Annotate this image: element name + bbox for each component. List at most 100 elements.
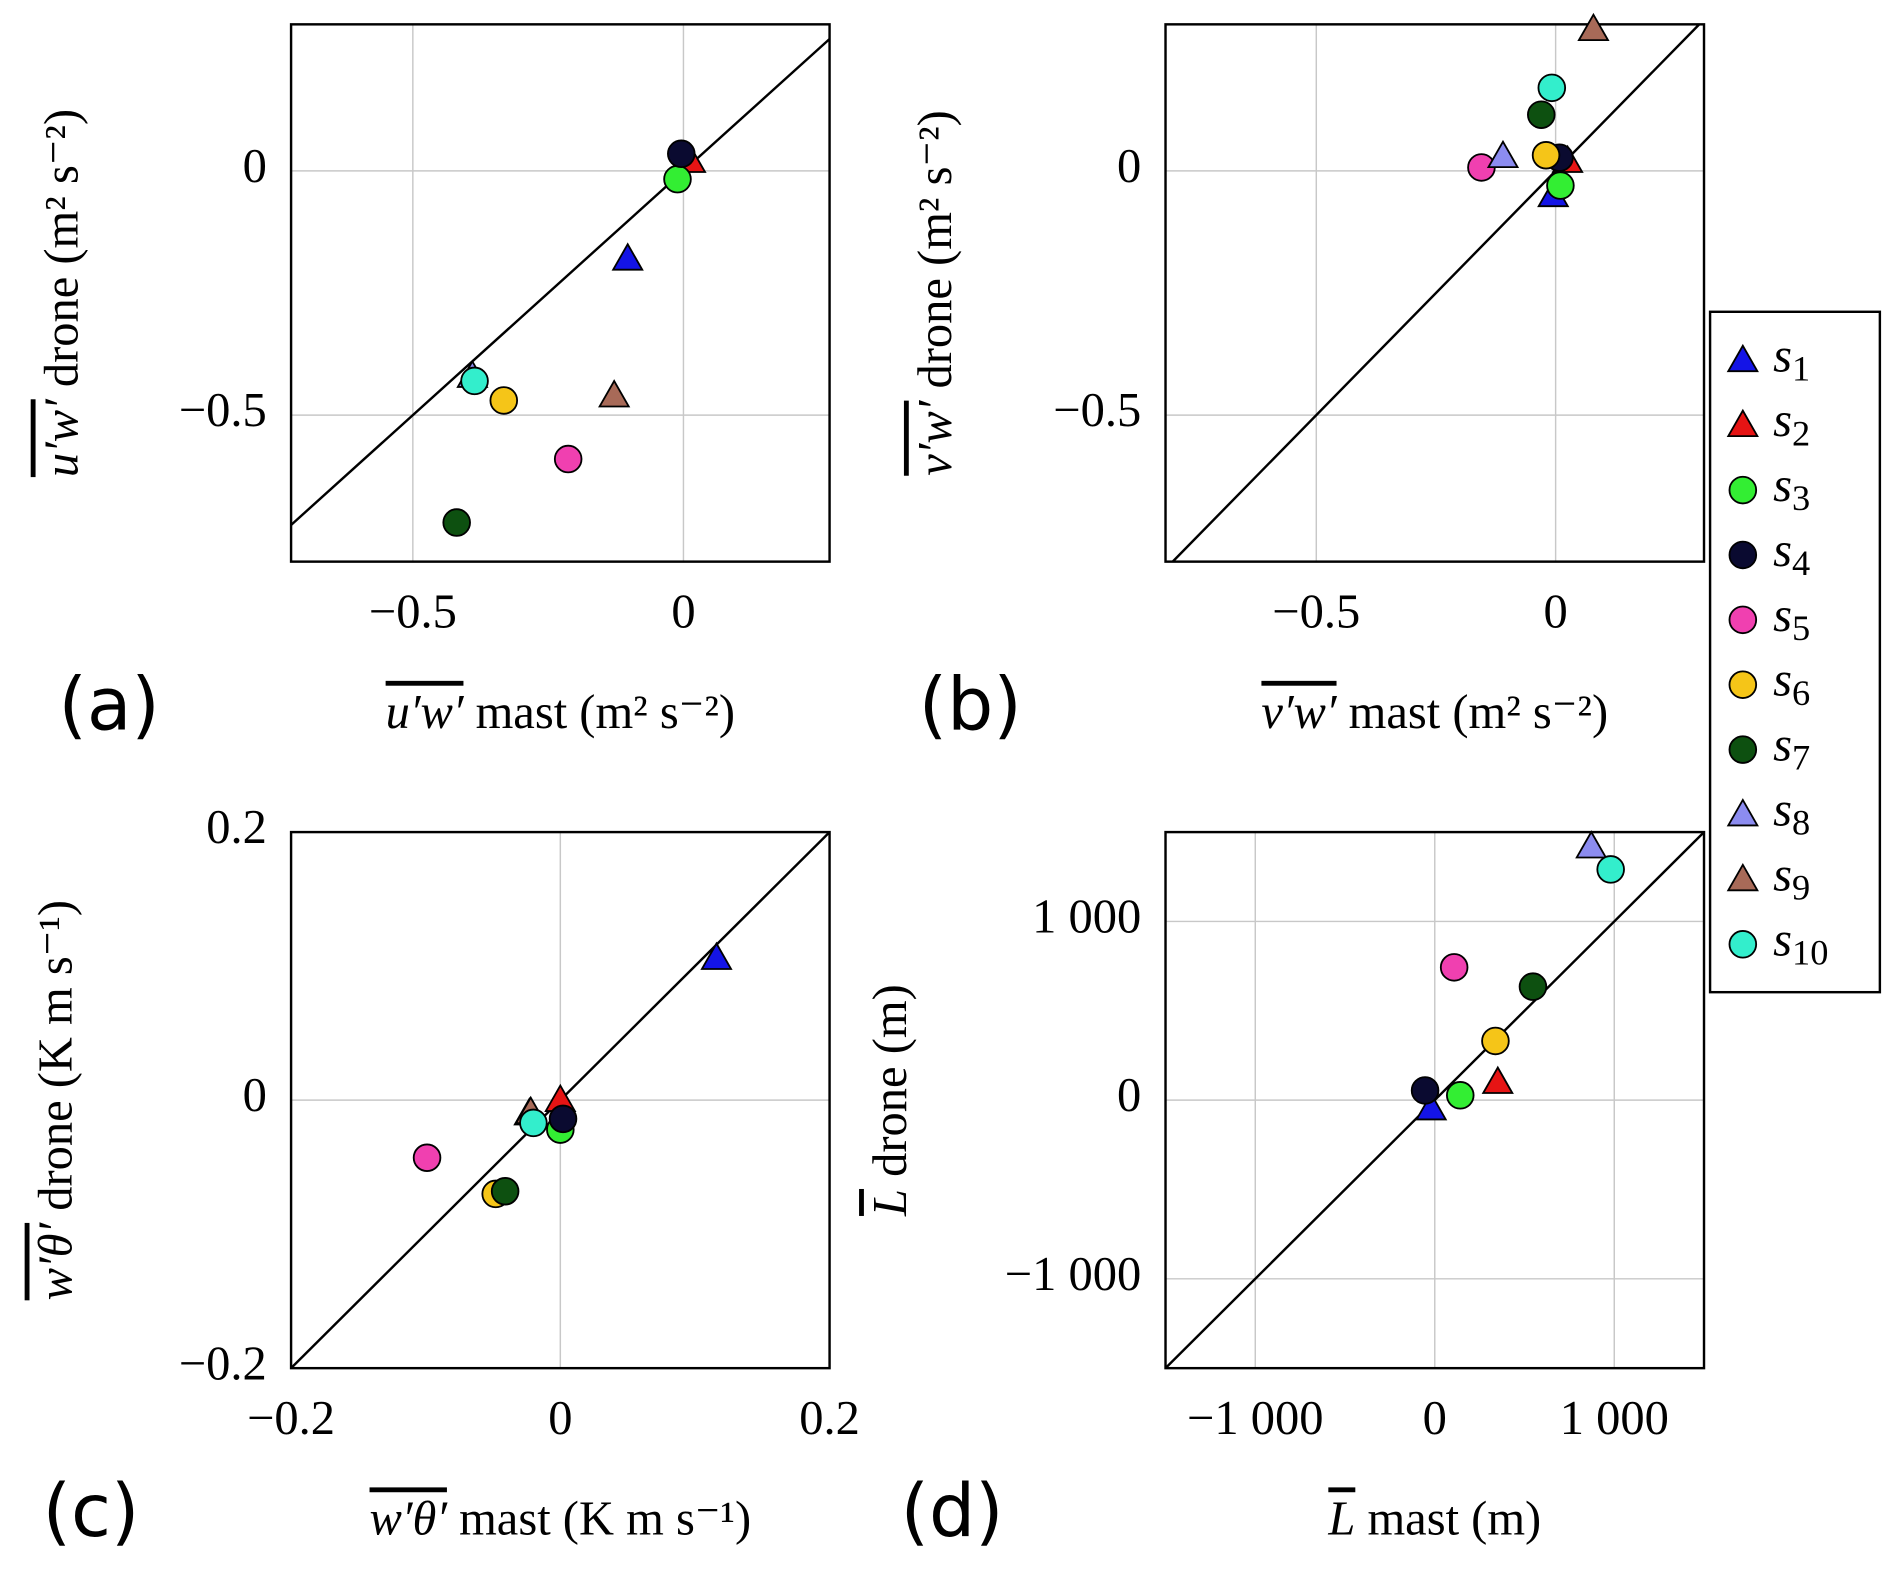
marker bbox=[548, 1104, 578, 1134]
one-to-one-line bbox=[1171, 23, 1701, 563]
axis-symbol: L bbox=[864, 1189, 917, 1217]
legend-subscript: 5 bbox=[1792, 608, 1810, 648]
axis-symbol: w′θ′ bbox=[370, 1493, 449, 1546]
x-tick-label: 0 bbox=[671, 585, 695, 638]
plot-frame bbox=[289, 23, 831, 563]
marker bbox=[1726, 798, 1759, 827]
axis-symbol: u′w′ bbox=[386, 686, 465, 739]
legend-letter: s bbox=[1773, 784, 1792, 837]
legend-subscript: 1 bbox=[1792, 349, 1810, 389]
axis-symbol: u′w′ bbox=[36, 398, 89, 477]
marker bbox=[1728, 605, 1758, 635]
panel: −0.5 0 −0.5 0 bbox=[179, 23, 831, 638]
y-tick-label: 0 bbox=[1117, 1069, 1141, 1122]
y-tick-label: 0 bbox=[243, 140, 267, 193]
axis-symbol: L bbox=[1327, 1493, 1355, 1546]
legend-label: s5 bbox=[1773, 589, 1810, 648]
panel: −0.2 0 0.2 −0.2 0 0.2 bbox=[179, 801, 860, 1445]
legend-subscript: 10 bbox=[1792, 933, 1828, 973]
axis-text: drone (m² s⁻²) bbox=[909, 110, 962, 400]
marker bbox=[1577, 12, 1610, 42]
marker bbox=[1531, 140, 1561, 170]
marker bbox=[1726, 862, 1759, 892]
axis-label: u′w′ drone (m² s⁻²) bbox=[36, 109, 89, 477]
marker bbox=[1596, 855, 1625, 884]
marker bbox=[1728, 735, 1758, 764]
panel: −0.5 0 −0.5 0 bbox=[1053, 12, 1706, 638]
x-tick-label: 1 000 bbox=[1560, 1392, 1669, 1445]
marker bbox=[1486, 139, 1520, 169]
marker bbox=[1728, 475, 1758, 505]
marker bbox=[1410, 1076, 1440, 1105]
y-tick-label: −0.2 bbox=[179, 1337, 267, 1390]
x-tick-label: 0 bbox=[548, 1392, 572, 1445]
legend-letter: s bbox=[1773, 524, 1792, 577]
marker bbox=[1728, 930, 1758, 959]
marker bbox=[412, 1143, 442, 1172]
marker bbox=[1481, 1026, 1510, 1056]
axis-label: w′θ′ drone (K m s⁻¹) bbox=[30, 900, 83, 1300]
axis-text: mast (m² s⁻²) bbox=[1337, 686, 1609, 739]
x-tick-label: −0.5 bbox=[1272, 585, 1360, 638]
axis-label: L mast (m) bbox=[1327, 1493, 1541, 1546]
legend-letter: s bbox=[1773, 394, 1792, 447]
legend-letter: s bbox=[1773, 459, 1792, 512]
marker bbox=[611, 242, 644, 271]
panel-label: (a) bbox=[58, 663, 159, 748]
marker bbox=[1518, 972, 1548, 1001]
axis-text: drone (m² s⁻²) bbox=[36, 109, 89, 399]
axis-symbol: w′θ′ bbox=[30, 1222, 83, 1301]
marker bbox=[1439, 953, 1469, 982]
marker bbox=[490, 1177, 520, 1206]
legend-label: s8 bbox=[1773, 784, 1810, 843]
legend-label: s10 bbox=[1773, 913, 1828, 972]
axis-label: w′θ′ mast (K m s⁻¹) bbox=[370, 1493, 752, 1546]
legend-label: s7 bbox=[1773, 719, 1810, 778]
x-tick-label: 0 bbox=[1423, 1392, 1447, 1445]
panel-label: (b) bbox=[919, 663, 1022, 748]
marker bbox=[553, 444, 583, 474]
panel: −1 000 0 1 000 −1 000 0 1 000 bbox=[1005, 830, 1706, 1445]
marker bbox=[663, 164, 692, 194]
y-tick-label: −1 000 bbox=[1005, 1248, 1141, 1301]
axis-text: drone (K m s⁻¹) bbox=[30, 900, 83, 1223]
x-tick-label: −0.2 bbox=[247, 1392, 335, 1445]
marker bbox=[460, 366, 489, 396]
axis-symbol: v′w′ bbox=[909, 399, 962, 475]
y-tick-label: −0.5 bbox=[179, 384, 267, 437]
legend-label: s2 bbox=[1773, 394, 1810, 453]
legend-letter: s bbox=[1773, 913, 1792, 966]
axis-text: mast (m) bbox=[1355, 1493, 1541, 1546]
panel-label: (c) bbox=[43, 1469, 140, 1554]
marker bbox=[1726, 343, 1759, 373]
axis-text: mast (m² s⁻²) bbox=[463, 686, 735, 739]
axis-label: v′w′ mast (m² s⁻²) bbox=[1261, 686, 1608, 739]
x-tick-label: −1 000 bbox=[1187, 1392, 1323, 1445]
legend-letter: s bbox=[1773, 719, 1792, 772]
legend-letter: s bbox=[1773, 654, 1792, 707]
legend-subscript: 2 bbox=[1792, 414, 1810, 454]
legend-subscript: 9 bbox=[1792, 868, 1810, 908]
marker bbox=[519, 1108, 548, 1138]
legend-subscript: 4 bbox=[1792, 543, 1810, 583]
legend-label: s4 bbox=[1773, 524, 1810, 583]
plot-frame bbox=[289, 830, 831, 1370]
panel-label: (d) bbox=[901, 1469, 1004, 1554]
y-tick-label: 1 000 bbox=[1032, 891, 1141, 944]
axis-symbol: v′w′ bbox=[1261, 686, 1337, 739]
marker bbox=[598, 379, 631, 408]
x-tick-label: 0 bbox=[1544, 585, 1568, 638]
legend-subscript: 3 bbox=[1792, 479, 1810, 519]
marker bbox=[1415, 1092, 1448, 1121]
plot-frame bbox=[1164, 830, 1706, 1370]
legend-label: s6 bbox=[1773, 654, 1810, 713]
legend-subscript: 7 bbox=[1792, 738, 1810, 778]
legend-subscript: 8 bbox=[1792, 803, 1810, 843]
y-tick-label: 0.2 bbox=[206, 801, 267, 854]
legend-label: s1 bbox=[1773, 329, 1810, 388]
marker bbox=[1728, 670, 1758, 699]
y-tick-label: −0.5 bbox=[1053, 384, 1141, 437]
marker bbox=[1527, 100, 1556, 129]
marker bbox=[700, 941, 733, 970]
y-tick-label: 0 bbox=[1117, 140, 1141, 193]
